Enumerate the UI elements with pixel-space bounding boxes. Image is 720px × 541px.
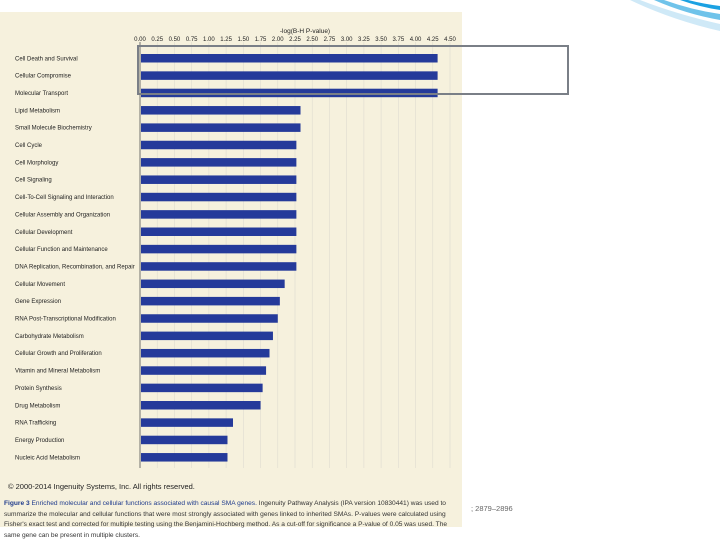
bar [141, 418, 233, 427]
bar [141, 88, 438, 98]
x-tick-label: 3.50 [375, 37, 387, 43]
x-axis-title: -log(B-H P-value) [280, 28, 330, 35]
category-label: Gene Expression [15, 299, 61, 305]
category-label: Cell Signaling [15, 178, 52, 184]
x-tick-label: 3.25 [358, 37, 370, 43]
x-tick-label: 0.00 [134, 37, 146, 43]
category-label: Lipid Metabolism [15, 108, 60, 114]
x-tick-label: 3.00 [341, 37, 353, 43]
bar [141, 453, 228, 462]
category-label: Cell Morphology [15, 160, 58, 166]
bar [141, 210, 297, 219]
copyright-notice: © 2000-2014 Ingenuity Systems, Inc. All … [8, 482, 195, 491]
bar [141, 54, 438, 63]
category-label: Cellular Development [15, 230, 73, 236]
bar [141, 140, 297, 150]
bar [141, 123, 301, 132]
bar [141, 175, 297, 184]
category-label: RNA Trafficking [15, 421, 56, 427]
bar [141, 296, 280, 306]
x-tick-label: 1.75 [255, 37, 267, 43]
bar [141, 227, 297, 236]
x-tick-label: 0.50 [169, 37, 181, 43]
x-tick-label: 1.50 [237, 37, 249, 43]
category-label: Small Molecule Biochemistry [15, 126, 92, 132]
category-label: Nucleic Acid Metabolism [15, 455, 80, 461]
caption-title: Enriched molecular and cellular function… [31, 500, 257, 507]
bar [141, 279, 285, 289]
bar [141, 314, 278, 323]
category-label: Cell Death and Survival [15, 56, 78, 62]
page-reference: ; 2879–2896 [471, 504, 513, 513]
figure-panel: -log(B-H P-value) 0.00 0.25 0.50 0.75 1.00 1.2… [0, 12, 462, 539]
bar-chart: -log(B-H P-value) 0.00 0.25 0.50 0.75 1.00 1.2… [15, 28, 456, 468]
bar [141, 348, 270, 358]
figure-caption: Figure 3 Enriched molecular and cellular… [4, 499, 456, 541]
caption-body: Ingenuity Pathway Analysis (IPA version … [4, 500, 448, 539]
bar [141, 244, 297, 254]
category-label: Cellular Compromise [15, 74, 72, 80]
x-tick-label: 1.25 [220, 37, 232, 43]
category-label: Cell-To-Cell Signaling and Interaction [15, 195, 114, 201]
bar [141, 71, 438, 80]
x-tick-label: 4.00 [410, 37, 422, 43]
category-label: Molecular Transport [15, 91, 68, 97]
category-label: Cell Cycle [15, 143, 43, 149]
category-label: Cellular Movement [15, 282, 65, 288]
corner-swoosh-dark [680, 0, 720, 10]
x-tick-label: 2.50 [306, 37, 318, 43]
bar [141, 192, 297, 202]
caption-label: Figure 3 [4, 500, 30, 507]
x-tick-label: 1.00 [203, 37, 215, 43]
corner-swoosh-mid [654, 0, 720, 20]
category-label: Vitamin and Mineral Metabolism [15, 369, 100, 375]
category-label: Drug Metabolism [15, 403, 60, 409]
x-tick-label: 0.75 [186, 37, 198, 43]
x-tick-label: 0.25 [151, 37, 163, 43]
corner-swoosh-light [630, 0, 720, 31]
category-label: RNA Post-Transcriptional Modification [15, 317, 116, 323]
category-label: Cellular Function and Maintenance [15, 247, 108, 253]
bar [141, 331, 273, 341]
category-label: Protein Synthesis [15, 386, 62, 392]
bar [141, 158, 297, 167]
bar [141, 366, 267, 375]
x-tick-label: 2.00 [272, 37, 284, 43]
x-tick-label: 4.50 [444, 37, 456, 43]
category-label: Cellular Assembly and Organization [15, 212, 110, 218]
highlight-box [137, 45, 569, 95]
x-tick-label: 2.75 [324, 37, 336, 43]
category-label: Carbohydrate Metabolism [15, 334, 84, 340]
category-label: Cellular Growth and Proliferation [15, 351, 102, 357]
bar [141, 106, 301, 115]
category-label: DNA Replication, Recombination, and Repa… [15, 264, 135, 270]
x-tick-label: 3.75 [392, 37, 404, 43]
category-label: Energy Production [15, 438, 64, 444]
bar [141, 262, 297, 271]
bar [141, 401, 261, 410]
bar [141, 383, 263, 393]
x-tick-label: 2.25 [289, 37, 301, 43]
bar [141, 435, 228, 445]
x-tick-label: 4.25 [427, 37, 439, 43]
